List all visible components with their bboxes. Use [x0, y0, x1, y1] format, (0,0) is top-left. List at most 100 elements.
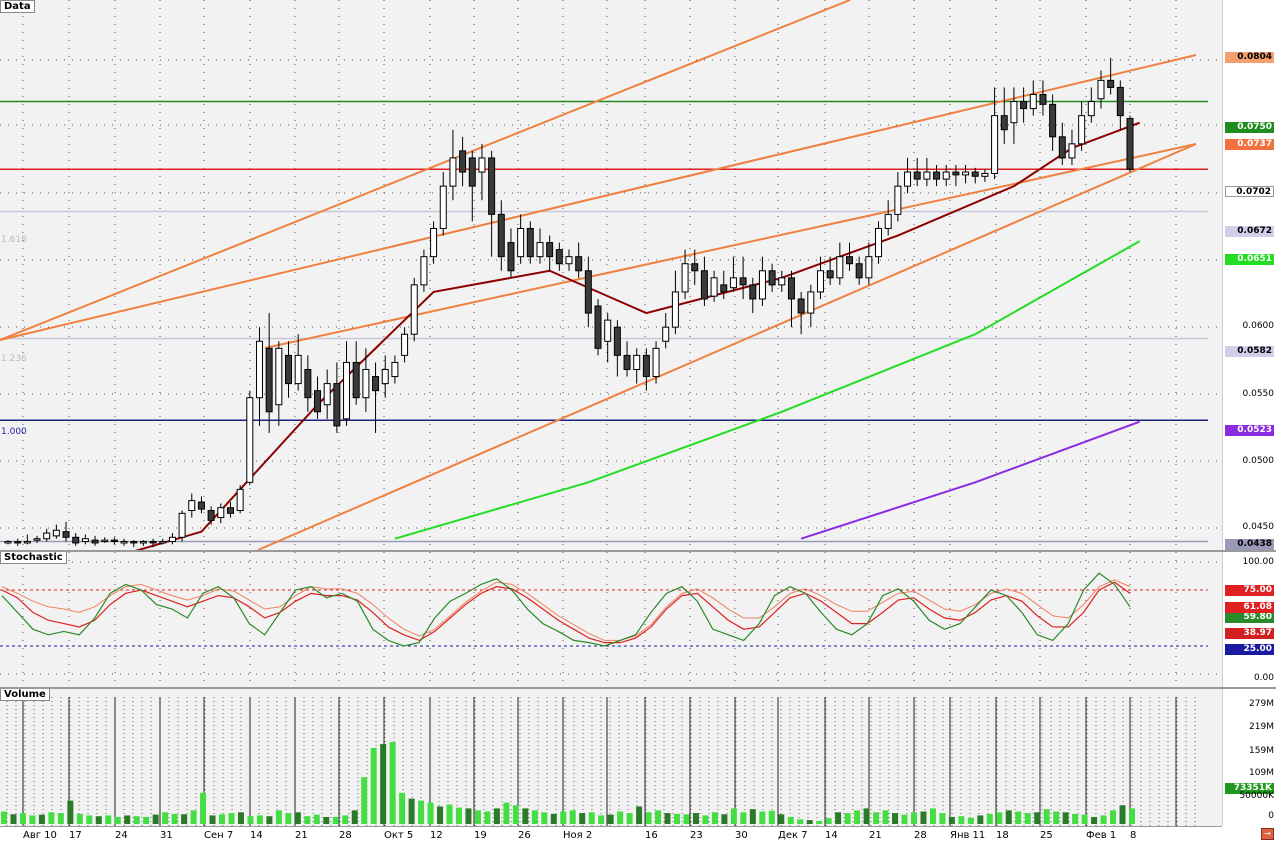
- candle-body: [594, 305, 602, 349]
- price-badge: 0.0737: [1225, 139, 1274, 150]
- candle-body: [671, 291, 679, 328]
- candle-body: [139, 541, 147, 544]
- candle-body: [343, 361, 351, 420]
- volume-bar: [636, 806, 643, 824]
- pane-separator[interactable]: [0, 550, 1276, 552]
- volume-bar: [1091, 816, 1098, 824]
- stochastic-axis[interactable]: 100.00 0.00 75.00 59.80 61.08 38.97 25.0…: [1222, 552, 1276, 687]
- time-axis[interactable]: Авг 10 17 24 31 Сен 7 14 21 28 Окт 5 12 …: [0, 826, 1222, 843]
- stoch-tick: 0.00: [1253, 673, 1274, 683]
- candle-body: [604, 319, 612, 342]
- stochastic-chart[interactable]: [0, 552, 1222, 687]
- candle-body: [1020, 101, 1028, 110]
- candle-body: [797, 298, 805, 314]
- price-badge: 0.0438: [1225, 539, 1274, 550]
- candle-body: [1058, 136, 1066, 159]
- volume-tick: 159M: [1249, 746, 1274, 756]
- volume-bar: [67, 800, 74, 824]
- candle-body: [1010, 101, 1018, 124]
- volume-bar: [948, 816, 955, 824]
- candle-body: [691, 263, 699, 272]
- fib-level-1000: 1.000: [1, 427, 27, 437]
- candle-body: [497, 213, 505, 258]
- candle-body: [904, 171, 912, 187]
- price-chart[interactable]: [0, 0, 1222, 550]
- candle-body: [33, 538, 41, 541]
- volume-bar: [95, 816, 102, 824]
- date-label: 14: [825, 830, 838, 841]
- volume-bar: [1005, 810, 1012, 824]
- price-badge: 0.0651: [1225, 254, 1274, 265]
- candle-body: [536, 242, 544, 258]
- volume-bar: [380, 744, 387, 824]
- arrow-right-icon: →: [1261, 828, 1274, 840]
- scroll-to-end-button[interactable]: →: [1258, 826, 1276, 842]
- candle-body: [1116, 86, 1124, 117]
- price-pane[interactable]: Data 1.618 1.236 1.000: [0, 0, 1222, 550]
- date-label: 16: [645, 830, 658, 841]
- volume-bar: [901, 814, 908, 824]
- candle-body: [681, 263, 689, 293]
- stochastic-pane[interactable]: Stochastic: [0, 552, 1222, 687]
- candle-body: [526, 227, 534, 258]
- stoch-tick: 100.00: [1242, 557, 1275, 567]
- candle-body: [1049, 103, 1057, 138]
- candle-body: [178, 512, 186, 538]
- volume-bar: [503, 802, 510, 824]
- pane-separator[interactable]: [0, 687, 1276, 689]
- volume-bar: [1043, 809, 1050, 824]
- volume-bar: [825, 818, 832, 824]
- volume-bar: [294, 812, 301, 824]
- price-axis[interactable]: 0.0600 0.0550 0.0500 0.0450 0.0804 0.075…: [1222, 0, 1276, 550]
- channel-upper-line: [0, 54, 1197, 341]
- volume-bar: [711, 812, 718, 824]
- candle-body: [478, 157, 486, 173]
- candle-body: [826, 270, 834, 279]
- candle-body: [52, 529, 60, 537]
- volume-bar: [285, 813, 292, 824]
- candle-body: [488, 157, 496, 215]
- volume-pane[interactable]: Volume: [0, 689, 1222, 826]
- date-label: 18: [996, 830, 1009, 841]
- candle-body: [120, 541, 128, 544]
- volume-bar: [171, 813, 178, 824]
- volume-bar: [48, 812, 55, 824]
- candle-body: [894, 185, 902, 215]
- candle-body: [884, 213, 892, 229]
- volume-bar: [569, 810, 576, 824]
- volume-axis[interactable]: 279M 219M 159M 109M 73351K 50000K 0: [1222, 689, 1276, 826]
- date-label: 14: [250, 830, 263, 841]
- date-label: 12: [430, 830, 443, 841]
- volume-bar: [797, 819, 804, 824]
- volume-bar: [256, 815, 263, 824]
- volume-bar: [1119, 805, 1126, 824]
- volume-bar: [418, 800, 425, 824]
- candle-body: [91, 539, 99, 544]
- candle-body: [236, 488, 244, 512]
- candle-body: [1039, 93, 1047, 105]
- candle-body: [855, 263, 863, 279]
- volume-bar: [929, 808, 936, 824]
- volume-bar: [162, 812, 169, 824]
- volume-bar: [181, 814, 188, 824]
- candle-body: [700, 270, 708, 300]
- volume-bar: [768, 810, 775, 824]
- volume-bar: [114, 816, 121, 824]
- volume-bar: [882, 810, 889, 824]
- volume-tick: 50000K: [1239, 791, 1274, 801]
- volume-bar: [427, 802, 434, 824]
- volume-bar: [778, 814, 785, 824]
- volume-bar: [721, 814, 728, 824]
- candle-body: [430, 227, 438, 258]
- date-label: 30: [735, 830, 748, 841]
- candle-body: [149, 541, 157, 544]
- volume-bar: [816, 820, 823, 824]
- volume-chart[interactable]: [0, 689, 1222, 826]
- candle-body: [816, 270, 824, 293]
- volume-bar: [124, 815, 131, 824]
- volume-bar: [219, 814, 226, 824]
- candle-body: [81, 538, 89, 543]
- volume-bar: [674, 813, 681, 824]
- volume-bar: [29, 815, 36, 824]
- candle-body: [72, 536, 80, 544]
